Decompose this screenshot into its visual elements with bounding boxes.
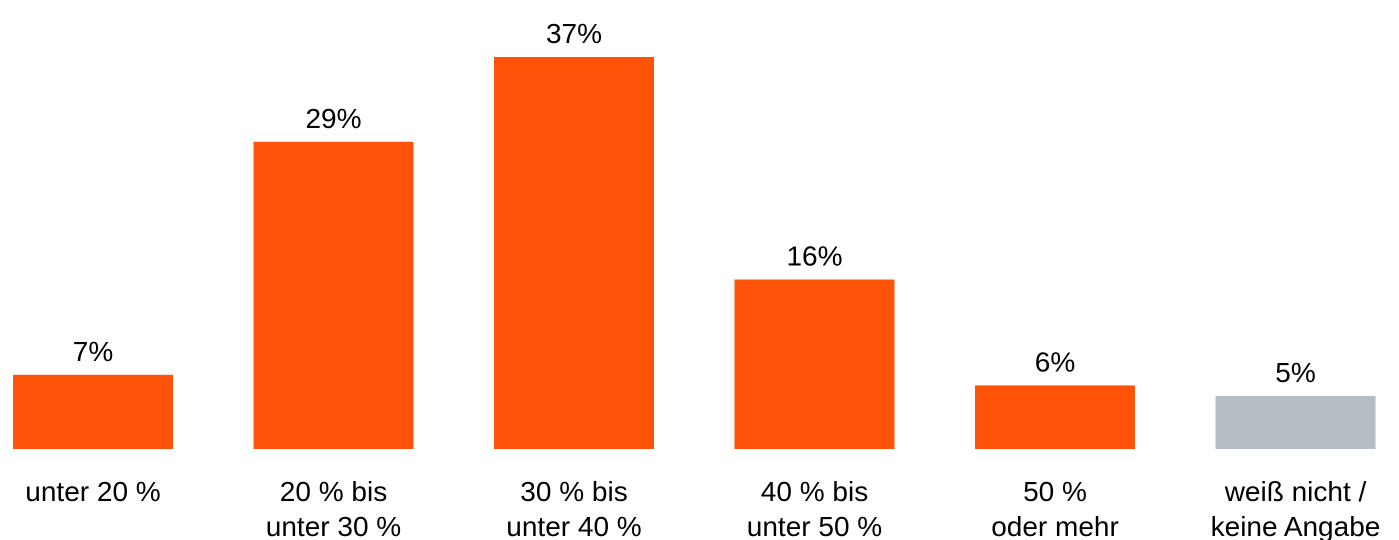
category-label-5-line-1: keine Angabe (1211, 511, 1381, 540)
category-label-3-line-0: 40 % bis (761, 476, 868, 507)
category-label-4-line-1: oder mehr (991, 511, 1119, 540)
value-label-4: 6% (1035, 346, 1075, 377)
category-label-5-line-0: weiß nicht / (1224, 476, 1367, 507)
bar-0 (13, 374, 173, 449)
value-label-3: 16% (786, 241, 842, 272)
value-label-0: 7% (73, 336, 113, 367)
category-labels-layer: unter 20 % 20 % bis unter 30 % 30 % bis unte… (25, 476, 1380, 540)
bar-1 (253, 141, 414, 450)
bar-4 (975, 385, 1135, 449)
bar-3 (734, 279, 895, 449)
bar-2 (494, 57, 654, 449)
bars-layer (13, 57, 1376, 450)
category-label-0-line-0: unter 20 % (25, 476, 160, 507)
category-label-0: unter 20 % (25, 476, 160, 507)
category-label-1-line-1: unter 30 % (266, 511, 401, 540)
value-label-2: 37% (546, 18, 602, 49)
category-label-2-line-0: 30 % bis (520, 476, 627, 507)
category-label-1-line-0: 20 % bis (280, 476, 387, 507)
value-label-1: 29% (305, 103, 361, 134)
category-label-3: 40 % bis unter 50 % (747, 476, 882, 540)
category-label-4: 50 % oder mehr (991, 476, 1119, 540)
category-label-4-line-0: 50 % (1023, 476, 1087, 507)
value-labels-layer: 7% 29% 37% 16% 6% 5% (73, 18, 1316, 388)
value-label-5: 5% (1275, 357, 1315, 388)
category-label-2-line-1: unter 40 % (506, 511, 641, 540)
category-label-3-line-1: unter 50 % (747, 511, 882, 540)
category-label-2: 30 % bis unter 40 % (506, 476, 641, 540)
category-label-5: weiß nicht / keine Angabe (1211, 476, 1381, 540)
bar-5 (1215, 396, 1376, 449)
category-label-1: 20 % bis unter 30 % (266, 476, 401, 540)
